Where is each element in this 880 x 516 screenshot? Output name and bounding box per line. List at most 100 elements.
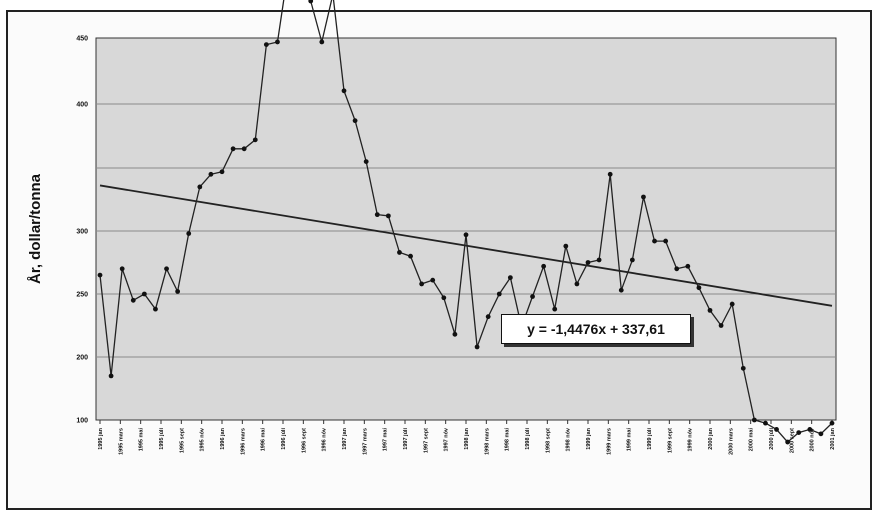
data-point [341,88,347,94]
x-tick-label: 1999 sept [667,428,673,453]
data-point [430,277,436,283]
data-point [141,291,147,297]
data-point [164,266,169,272]
data-point [208,171,214,177]
x-tick-label: 1996 mars [240,428,246,455]
data-point [385,213,391,219]
data-point [596,257,602,263]
y-axis-label: År, dollar/tonna [27,173,44,284]
x-tick-label: 1998 júlí [525,428,531,450]
x-tick-label: 2000 maí [749,428,755,452]
data-point [785,439,791,445]
x-tick-label: 1998 sept [545,428,551,453]
data-point [652,238,657,244]
data-point [175,289,181,294]
data-point [663,238,669,244]
data-point [574,281,580,287]
x-tick-label: 1996 jan [220,427,226,449]
y-tick-label: 400 [76,102,88,109]
data-point [108,373,114,379]
data-point [607,171,613,177]
data-point [252,137,258,143]
data-point [186,231,192,236]
x-tick-label: 1999 nóv [688,427,694,451]
x-tick-label: 1997 sept [423,428,429,453]
data-point [729,301,735,307]
plot-area [95,37,837,421]
data-point [130,297,136,303]
trendline-equation-label: y = -1,4476x + 337,61 [501,314,691,344]
data-point [419,281,425,287]
data-point [774,427,779,432]
data-point [818,431,824,437]
x-tick-label: 2000 nóv [810,427,816,451]
data-point [408,253,413,259]
x-tick-label: 2000 mars [728,428,734,455]
data-point [153,306,158,312]
x-tick-label: 1995 mars [118,428,124,455]
data-point [530,294,535,299]
data-point [740,365,746,371]
data-point [685,263,691,269]
data-point [796,430,802,435]
data-point [441,295,447,301]
data-point [751,417,757,423]
x-tick-label: 1996 sept [301,428,307,453]
x-tick-label: 1997 nóv [444,427,450,451]
x-tick-label: 1997 maí [383,428,389,452]
data-point [507,275,513,281]
data-point [552,306,558,312]
data-point [629,257,635,263]
x-tick-label: 2000 júlí [769,428,775,450]
x-tick-label: 1998 jan [464,427,470,449]
x-tick-label: 1998 maí [505,428,511,452]
x-tick-label: 1995 jan [98,427,104,449]
x-tick-label: 1995 nóv [200,427,206,451]
data-point [263,42,269,47]
x-tick-label: 1995 júlí [159,428,165,450]
data-point [219,169,225,175]
data-point [585,260,591,265]
data-point [374,212,380,218]
data-point [363,159,369,165]
x-tick-label: 1999 jan [586,427,592,449]
data-point [674,266,680,272]
data-point [197,184,203,190]
x-tick-label: 2000 jan [708,427,714,449]
data-point [807,427,813,432]
x-tick-label: 1999 mars [606,428,612,455]
x-tick-label: 1998 mars [484,428,490,455]
x-tick-label: 1997 júlí [403,428,409,450]
data-point [463,232,469,238]
data-point [496,291,502,297]
data-point [474,344,480,350]
x-tick-label: 2001 jan [830,427,836,449]
data-point [275,39,280,45]
trendline [99,184,833,307]
data-point [829,420,835,426]
y-tick-label: 100 [76,418,88,425]
x-tick-label: 1999 maí [627,428,633,452]
data-point [718,323,724,328]
x-tick-label: 1996 nóv [322,427,328,451]
data-point [230,146,236,152]
x-tick-label: 1997 jan [342,427,348,449]
y-tick-label: 450 [76,36,88,43]
data-point [763,420,768,426]
data-point [641,194,646,200]
data-point [319,39,325,45]
y-tick-label: 250 [76,292,88,299]
data-point [119,266,125,272]
x-tick-label: 1995 sept [179,428,185,453]
x-tick-label: 2000 sept [789,428,795,453]
data-point [241,146,247,152]
data-point [352,118,358,124]
data-point [696,285,702,291]
y-tick-label: 200 [76,355,88,362]
x-tick-label: 1996 júlí [281,428,287,450]
data-point [485,314,491,320]
data-point [97,272,103,278]
data-point [397,250,402,255]
x-tick-label: 1995 maí [139,428,145,452]
